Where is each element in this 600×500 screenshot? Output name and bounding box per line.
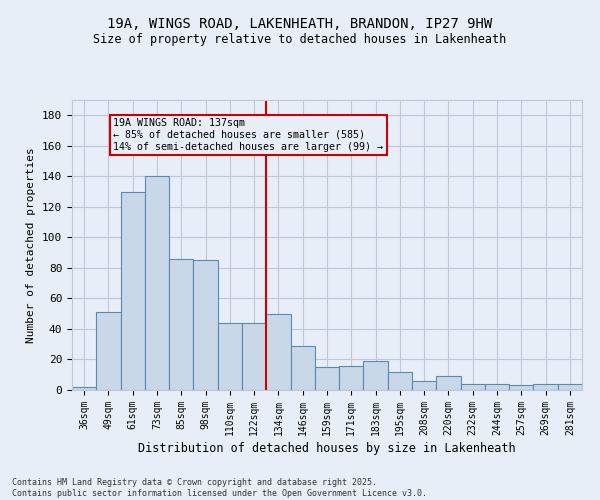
Text: 19A WINGS ROAD: 137sqm
← 85% of detached houses are smaller (585)
14% of semi-de: 19A WINGS ROAD: 137sqm ← 85% of detached… xyxy=(113,118,383,152)
X-axis label: Distribution of detached houses by size in Lakenheath: Distribution of detached houses by size … xyxy=(138,442,516,455)
Bar xyxy=(436,376,461,390)
Bar xyxy=(121,192,145,390)
Bar xyxy=(412,381,436,390)
Text: 19A, WINGS ROAD, LAKENHEATH, BRANDON, IP27 9HW: 19A, WINGS ROAD, LAKENHEATH, BRANDON, IP… xyxy=(107,18,493,32)
Bar xyxy=(145,176,169,390)
Bar xyxy=(388,372,412,390)
Y-axis label: Number of detached properties: Number of detached properties xyxy=(26,147,37,343)
Bar xyxy=(461,384,485,390)
Bar xyxy=(558,384,582,390)
Bar xyxy=(193,260,218,390)
Bar xyxy=(485,384,509,390)
Bar xyxy=(533,384,558,390)
Bar xyxy=(242,323,266,390)
Bar xyxy=(218,323,242,390)
Bar xyxy=(339,366,364,390)
Text: Contains HM Land Registry data © Crown copyright and database right 2025.
Contai: Contains HM Land Registry data © Crown c… xyxy=(12,478,427,498)
Bar xyxy=(96,312,121,390)
Bar xyxy=(364,361,388,390)
Bar xyxy=(266,314,290,390)
Bar xyxy=(290,346,315,390)
Bar xyxy=(509,386,533,390)
Bar xyxy=(315,367,339,390)
Bar xyxy=(169,258,193,390)
Bar xyxy=(72,387,96,390)
Text: Size of property relative to detached houses in Lakenheath: Size of property relative to detached ho… xyxy=(94,32,506,46)
